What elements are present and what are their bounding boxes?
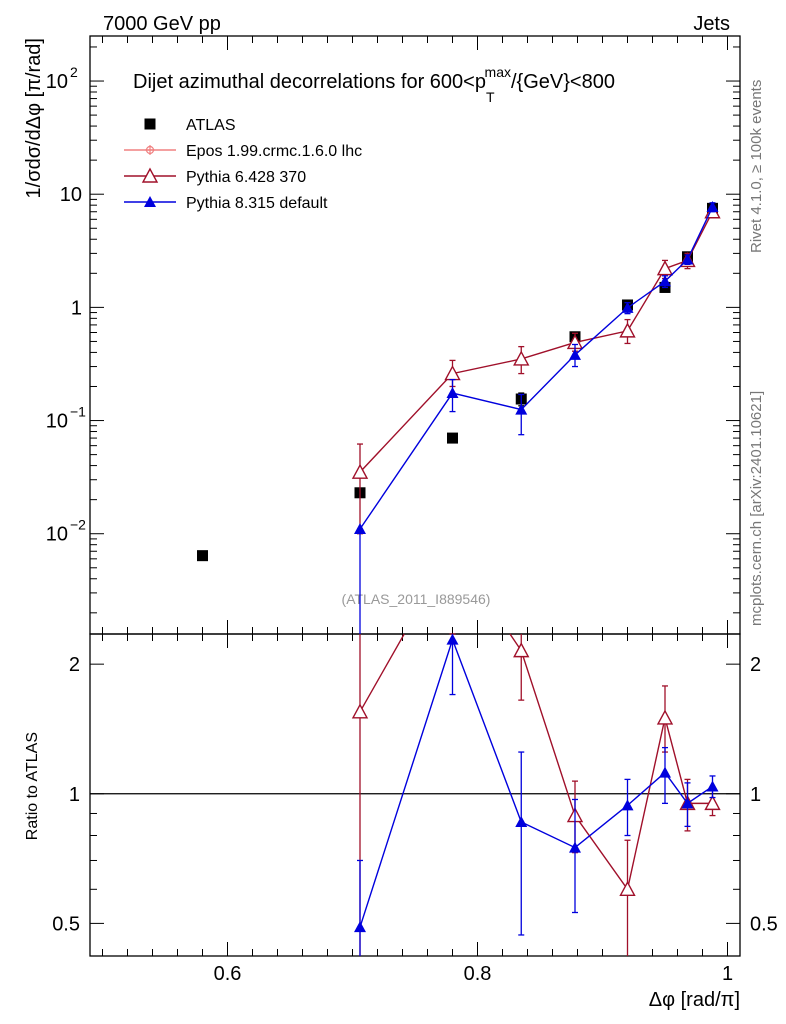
ratio-x-tick-label: 0.6: [214, 963, 242, 985]
chart-title: Dijet azimuthal decorrelations for 600<p…: [133, 64, 615, 105]
ratio-y-tick-label-right: 2: [750, 654, 761, 676]
main-series-line: [359, 211, 714, 473]
main-data-point: [447, 432, 458, 444]
legend-label: Epos 1.99.crmc.1.6.0 lhc: [186, 143, 362, 160]
main-series-line: [359, 206, 714, 530]
main-y-tick-label: 1: [71, 297, 82, 319]
ratio-y-tick-label-right: 1: [750, 784, 761, 806]
ratio-data-point: [681, 797, 694, 809]
ratio-data-point: [619, 880, 636, 897]
main-data-point: [354, 523, 366, 535]
main-y-tick-label: 10: [46, 411, 68, 433]
main-data-point: [515, 403, 528, 415]
ratio-data-point: [659, 766, 671, 778]
header-right-label: Jets: [693, 13, 730, 35]
legend-label: Pythia 6.428 370: [186, 169, 306, 186]
ratio-data-point: [569, 841, 581, 853]
ratio-data-point: [513, 642, 530, 658]
ratio-data-point: [621, 799, 634, 811]
ratio-y-tick-label: 0.5: [52, 913, 80, 935]
main-y-tick-exponent: 2: [70, 64, 78, 80]
x-axis-label: Δφ [rad/π]: [649, 989, 740, 1011]
ratio-y-tick-label-right: 0.5: [750, 913, 778, 935]
mcplots-label: mcplots.cern.ch [arXiv:2401.10621]: [748, 391, 765, 626]
ratio-series: [351, 633, 721, 956]
ratio-data-point: [656, 709, 674, 725]
ratio-axes: 2 2 1 1 0.5 0.5 0.6 0.8 1: [52, 634, 778, 985]
main-data-point: [681, 253, 694, 265]
legend-marker: [144, 118, 156, 130]
ratio-y-tick-label: 1: [69, 784, 80, 806]
main-data-point: [569, 348, 581, 360]
main-data-point: [656, 260, 674, 276]
ratio-series-line: [359, 637, 713, 928]
legend: ATLAS Epos 1.99.crmc.1.6.0 lhc Pythia 6.42…: [124, 117, 362, 212]
ratio-data-point: [704, 794, 721, 811]
ratio-x-tick-label: 0.8: [464, 963, 492, 985]
ratio-ylabel: Ratio to ATLAS: [24, 732, 41, 840]
main-y-tick-label: 10: [60, 184, 82, 206]
main-data-point: [706, 201, 719, 213]
main-data-point: [446, 387, 459, 399]
main-data-point: [351, 463, 369, 479]
main-y-tick-exponent: −1: [70, 404, 86, 420]
main-y-tick-label: 10: [46, 71, 68, 93]
legend-marker: [144, 196, 156, 207]
ratio-data-point: [446, 633, 459, 645]
main-data-point: [659, 275, 671, 287]
ratio-x-tick-label: 1: [722, 963, 733, 985]
legend-label: Pythia 8.315 default: [186, 195, 328, 212]
main-data-point: [621, 301, 634, 313]
analysis-watermark: (ATLAS_2011_I889546): [342, 591, 491, 607]
ratio-data-point: [354, 921, 366, 933]
header-left-label: 7000 GeV pp: [103, 13, 221, 35]
main-series: [197, 201, 721, 634]
ratio-y-tick-label: 2: [69, 654, 80, 676]
main-y-tick-label: 10: [46, 524, 68, 546]
main-data-point: [513, 350, 530, 366]
ratio-data-point: [515, 815, 528, 827]
main-ylabel: 1/σdσ/dΔφ [π/rad]: [23, 38, 45, 198]
rivet-label: Rivet 4.1.0, ≥ 100k events: [748, 80, 765, 253]
legend-label: ATLAS: [186, 117, 236, 134]
main-y-tick-exponent: −2: [70, 517, 86, 533]
ratio-plot-frame: [89, 633, 741, 957]
main-data-point: [197, 550, 208, 562]
main-data-point: [619, 322, 636, 338]
ratio-data-point: [706, 780, 719, 792]
legend-marker: [141, 167, 159, 183]
ratio-data-point: [351, 703, 369, 719]
